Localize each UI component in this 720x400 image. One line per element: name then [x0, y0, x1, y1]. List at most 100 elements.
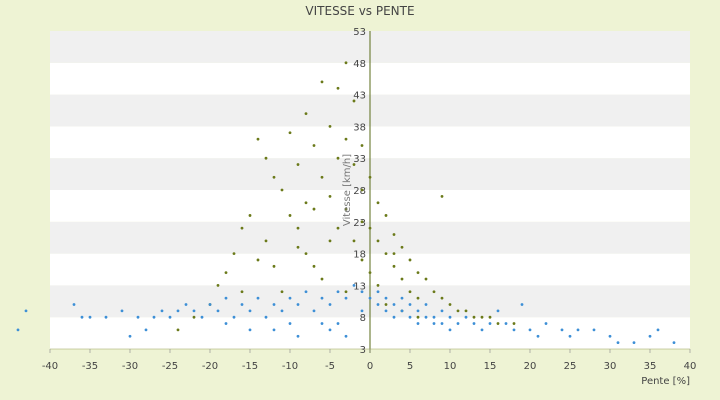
data-point-series-1: [352, 99, 356, 103]
y-tick-label: 3: [360, 345, 366, 356]
y-tick-label: 38: [353, 122, 366, 133]
y-tick-label: 8: [360, 313, 366, 324]
data-point-series-2: [392, 315, 396, 319]
data-point-series-1: [368, 175, 372, 179]
data-point-series-2: [360, 290, 364, 294]
data-point-series-2: [304, 290, 308, 294]
x-tick-label: -5: [325, 361, 335, 372]
data-point-series-1: [280, 188, 284, 192]
data-point-series-2: [504, 322, 508, 325]
y-tick-label: 13: [353, 281, 366, 292]
x-tick-label: 5: [407, 361, 413, 372]
y-tick-label: 23: [353, 218, 366, 229]
data-point-series-1: [256, 137, 260, 141]
data-point-series-2: [288, 322, 292, 325]
data-point-series-2: [448, 328, 452, 332]
plot-area: -40 -35 -30 -25 -20 -15 -10 -5 0 5 10 15 20 25 30 35 40 3…: [16, 27, 696, 372]
data-point-series-2: [400, 296, 404, 300]
data-point-series-2: [136, 315, 140, 319]
x-tick-label: 35: [644, 361, 657, 372]
data-point-series-2: [320, 296, 324, 300]
data-point-series-2: [424, 315, 428, 319]
x-tick-label: -10: [282, 361, 298, 372]
x-axis-label: Pente [%]: [641, 376, 690, 387]
data-point-series-2: [224, 296, 228, 300]
data-point-series-1: [264, 239, 268, 243]
data-point-series-2: [328, 328, 332, 332]
data-point-series-1: [488, 315, 492, 319]
x-tick-label: -25: [162, 361, 178, 372]
data-point-series-1: [240, 226, 244, 230]
data-point-series-2: [464, 315, 468, 319]
data-point-series-2: [400, 309, 404, 313]
data-point-series-2: [272, 303, 276, 306]
data-point-series-1: [496, 322, 500, 325]
data-point-series-2: [352, 284, 356, 287]
data-point-series-2: [368, 296, 372, 300]
data-point-series-1: [344, 207, 348, 211]
data-point-series-1: [432, 290, 436, 294]
data-point-series-1: [440, 296, 444, 300]
data-point-series-2: [224, 322, 228, 325]
x-tick-label: -35: [82, 361, 98, 372]
data-point-series-2: [104, 315, 108, 319]
data-point-series-1: [296, 163, 300, 166]
data-point-series-2: [72, 303, 76, 306]
data-point-series-1: [272, 175, 276, 179]
data-point-series-1: [400, 277, 404, 281]
x-tick-label: -30: [122, 361, 138, 372]
data-point-series-2: [248, 309, 252, 313]
data-point-series-2: [176, 309, 180, 313]
data-point-series-1: [336, 86, 340, 90]
data-point-series-2: [456, 322, 460, 325]
data-point-series-2: [320, 322, 324, 325]
data-point-series-2: [208, 303, 212, 306]
data-point-series-2: [608, 334, 612, 338]
data-point-series-1: [360, 144, 364, 147]
data-point-series-1: [392, 264, 396, 268]
data-point-series-1: [392, 233, 396, 236]
data-point-series-1: [384, 252, 388, 256]
data-point-series-2: [200, 315, 204, 319]
data-point-series-2: [408, 303, 412, 306]
data-point-series-1: [392, 252, 396, 256]
data-point-series-1: [344, 290, 348, 294]
data-point-series-1: [304, 201, 308, 205]
y-tick-label: 43: [353, 91, 366, 102]
data-point-series-1: [240, 290, 244, 294]
data-point-series-2: [336, 290, 340, 294]
data-point-series-1: [304, 112, 308, 116]
data-point-series-2: [520, 303, 524, 306]
data-point-series-1: [440, 194, 444, 198]
data-point-series-2: [408, 315, 412, 319]
data-point-series-2: [616, 341, 620, 345]
data-point-series-1: [312, 144, 316, 147]
data-point-series-1: [288, 131, 292, 135]
data-point-series-1: [464, 309, 468, 313]
y-tick-label: 33: [353, 154, 366, 165]
data-point-series-2: [144, 328, 148, 332]
data-point-series-1: [384, 214, 388, 217]
data-point-series-2: [232, 315, 236, 319]
data-point-series-2: [384, 296, 388, 300]
data-point-series-1: [360, 258, 364, 262]
data-point-series-1: [376, 239, 380, 243]
data-point-series-2: [248, 328, 252, 332]
data-point-series-2: [376, 290, 380, 294]
chart-title: VITESSE vs PENTE: [305, 4, 414, 18]
x-tick-label: 0: [367, 361, 373, 372]
data-point-series-2: [384, 309, 388, 313]
data-point-series-2: [328, 303, 332, 306]
data-point-series-1: [296, 245, 300, 249]
x-tick-label: 15: [484, 361, 497, 372]
data-point-series-2: [184, 303, 188, 306]
data-point-series-2: [192, 309, 196, 313]
data-point-series-2: [512, 328, 516, 332]
data-point-series-2: [648, 334, 652, 338]
data-point-series-2: [168, 315, 172, 319]
data-point-series-1: [480, 315, 484, 319]
data-point-series-2: [88, 315, 92, 319]
data-point-series-1: [192, 315, 196, 319]
data-point-series-1: [176, 328, 180, 332]
